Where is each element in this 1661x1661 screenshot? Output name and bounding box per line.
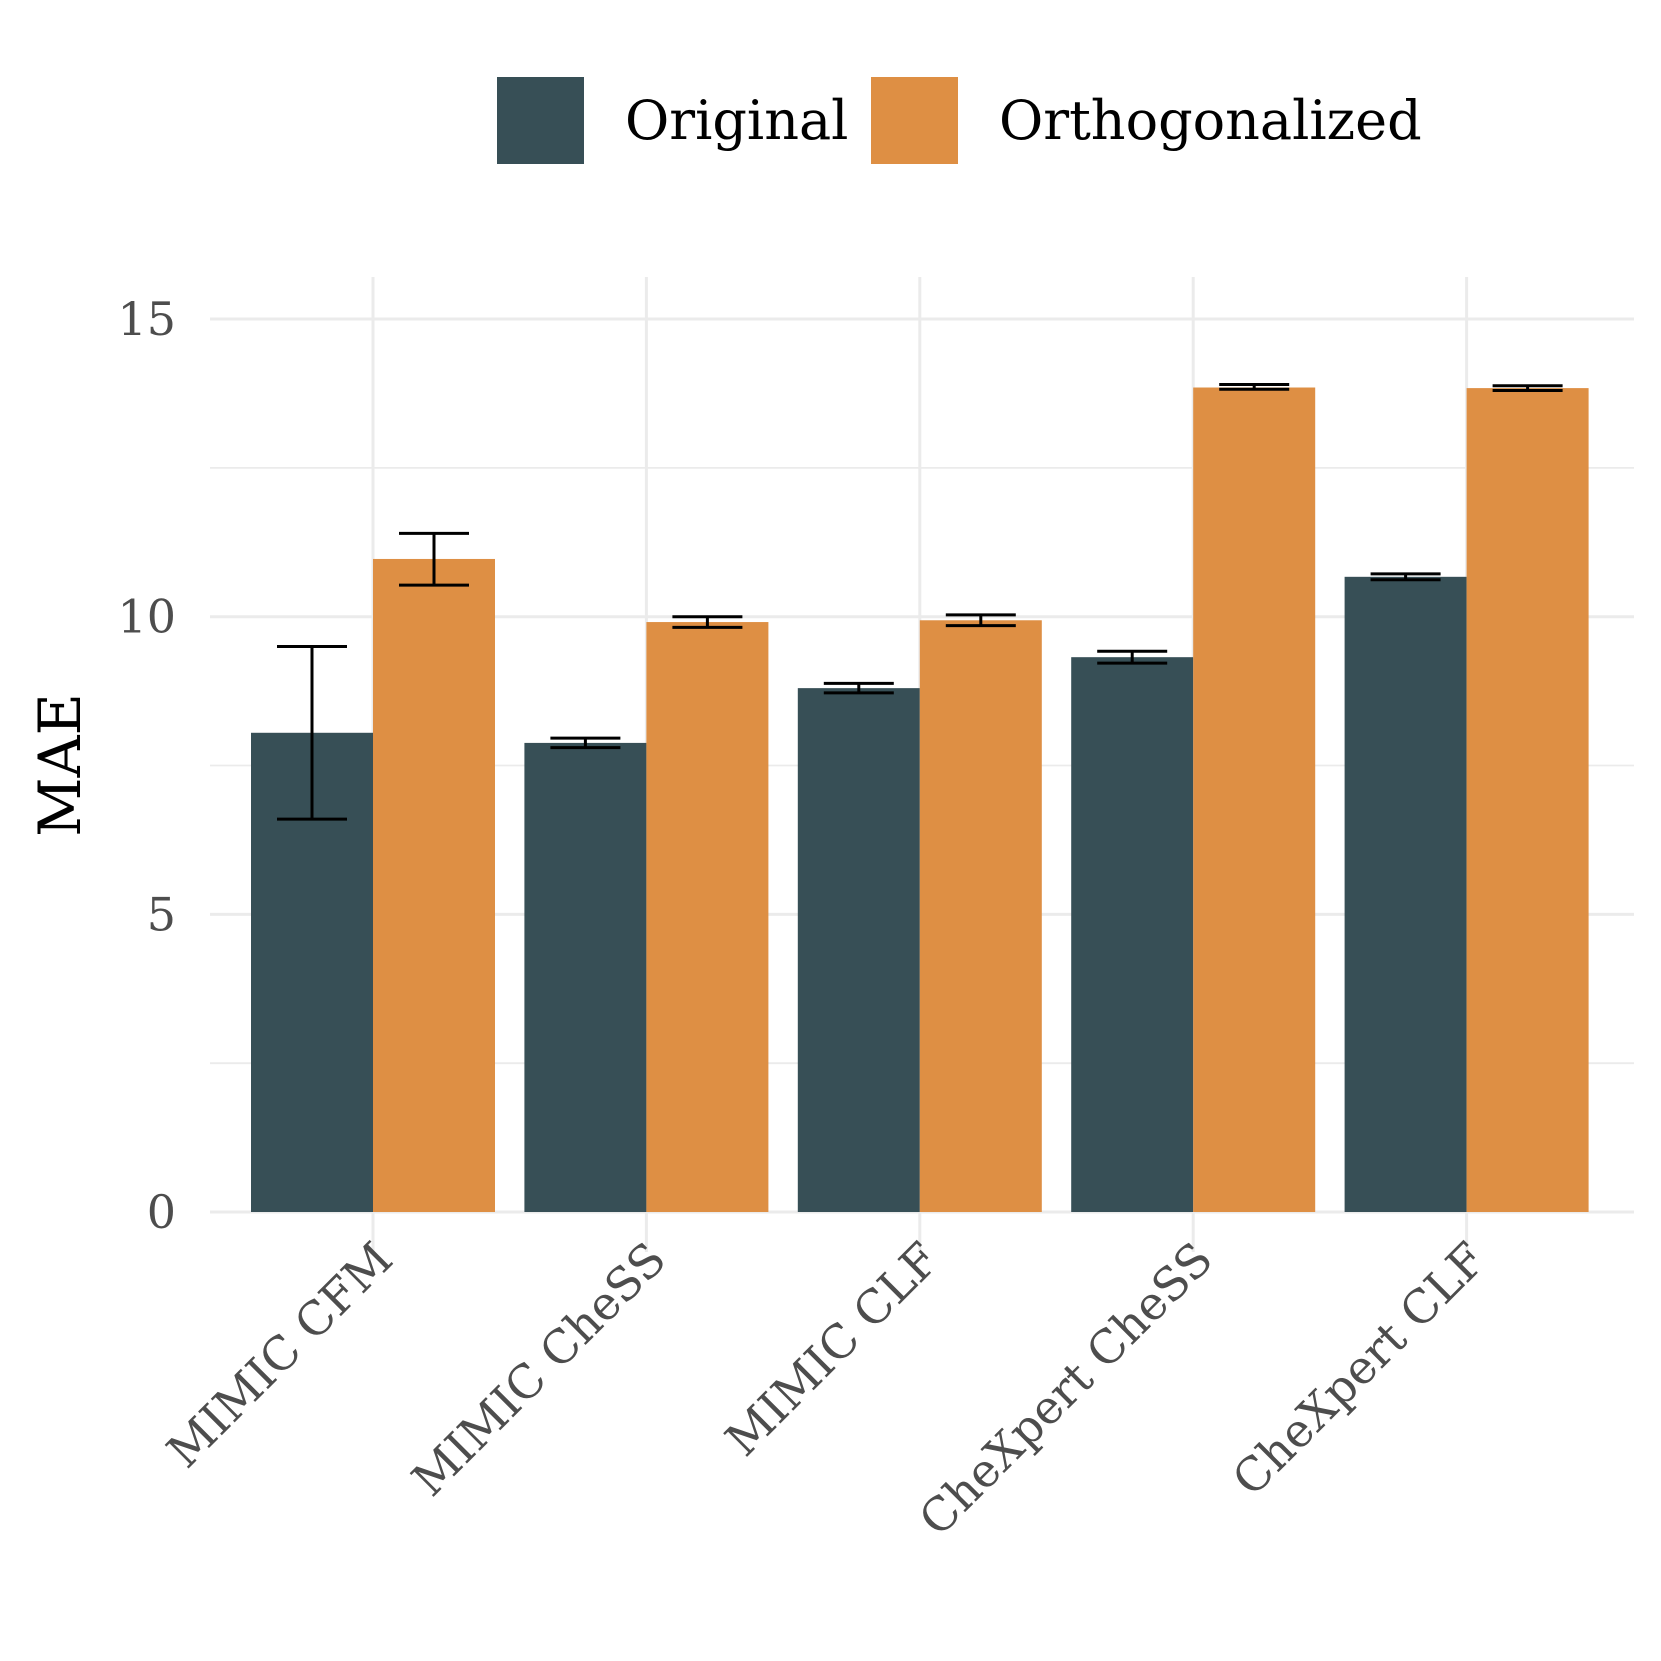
y-tick-labels: 0 5 10 15: [117, 292, 176, 1239]
bar-orthogonalized-1: [646, 622, 769, 1212]
error-bar-layer: [277, 383, 1563, 821]
x-tick-label: MIMIC CLF: [715, 1232, 950, 1467]
bar-orthogonalized-2: [919, 620, 1042, 1212]
legend-key-original: [497, 77, 584, 164]
error-bar-orthogonalized-2: [945, 613, 1016, 628]
bar-orthogonalized-0: [373, 558, 495, 1212]
y-tick-label: 5: [147, 887, 176, 941]
error-bar-orthogonalized-0: [399, 531, 469, 587]
bar-orthogonalized-4: [1466, 388, 1589, 1212]
bar-original-1: [524, 742, 647, 1212]
error-bar-orthogonalized-3: [1219, 383, 1290, 391]
legend-key-orthogonalized: [871, 77, 958, 164]
y-tick-label: 15: [117, 292, 176, 346]
x-tick-label: MIMIC CFM: [156, 1232, 402, 1478]
bar-original-4: [1344, 576, 1467, 1212]
error-bar-orthogonalized-1: [672, 615, 743, 629]
bar-original-2: [797, 688, 920, 1212]
error-bar-orthogonalized-4: [1492, 384, 1563, 392]
y-tick-label: 10: [117, 590, 176, 644]
y-tick-label: 0: [147, 1185, 176, 1239]
legend-label-original: Original: [625, 89, 848, 152]
bar-orthogonalized-3: [1193, 387, 1316, 1212]
error-bar-original-1: [550, 736, 621, 750]
error-bar-original-2: [823, 681, 894, 695]
x-tick-label: CheXpert CLF: [1222, 1232, 1497, 1507]
bar-original-3: [1071, 657, 1194, 1212]
legend: Original Orthogonalized: [497, 77, 1422, 164]
bar-layer: [251, 387, 1589, 1212]
error-bar-original-3: [1097, 649, 1168, 665]
error-bar-original-4: [1370, 572, 1441, 582]
error-bar-original-0: [277, 644, 347, 821]
y-axis-title: MAE: [26, 693, 94, 837]
legend-label-orthogonalized: Orthogonalized: [999, 89, 1422, 152]
x-tick-label: MIMIC CheSS: [401, 1232, 676, 1507]
x-tick-label: CheXpert CheSS: [908, 1232, 1223, 1547]
